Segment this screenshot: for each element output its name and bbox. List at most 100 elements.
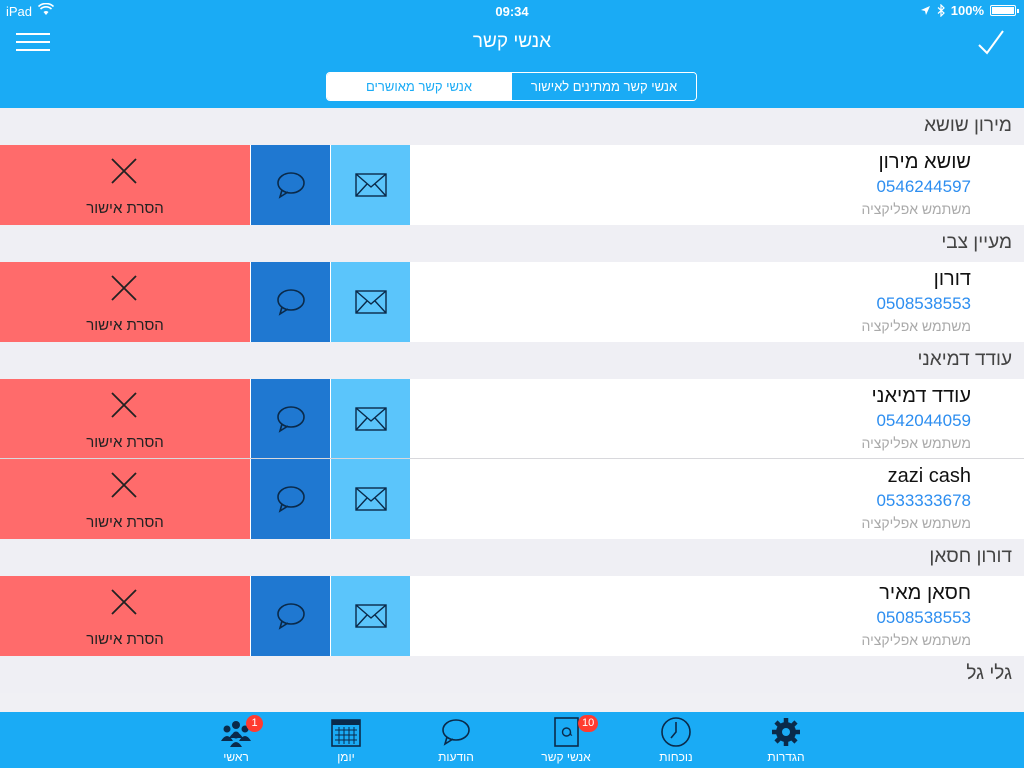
segment-pending-contacts[interactable]: אנשי קשר ממתינים לאישור [511,73,696,100]
nav-bar: אנשי קשר אנשי קשר מאושרים אנשי קשר ממתינ… [0,22,1024,108]
chat-button[interactable] [250,262,330,342]
mail-button[interactable] [330,262,410,342]
tab-main[interactable]: 1 ראשי [196,712,276,768]
remove-approval-label: הסרת אישור [86,317,164,334]
status-time: 09:34 [495,4,529,19]
mail-button[interactable] [330,145,410,225]
envelope-icon [354,173,387,197]
contact-info[interactable]: עודד דמיאני 0542044059 משתמש אפליקציה [410,379,1024,458]
section-header: מירון שושא [0,108,1024,145]
contact-note: משתמש אפליקציה [861,318,971,334]
battery-icon [990,5,1019,16]
device-label: iPad [6,4,33,19]
contact-row: הסרת אישור חסאן מאיר 0508538553 משתמש אפ… [0,576,1024,656]
mail-button[interactable] [330,576,410,656]
envelope-icon [354,406,387,431]
remove-approval-label: הסרת אישור [86,434,164,451]
contact-phone[interactable]: 0546244597 [876,177,971,196]
section-header: דורון חסאן [0,539,1024,576]
chat-bubble-icon [276,405,305,433]
calendar-icon [331,719,361,747]
checkmark-icon[interactable] [976,28,1006,58]
tab-badge: 1 [246,715,263,732]
contact-row: הסרת אישור שושא מירון 0546244597 משתמש א… [0,145,1024,225]
contact-phone[interactable]: 0533333678 [876,491,971,510]
section-header: מעיין צבי [0,225,1024,262]
status-bar: iPad 09:34 100% [0,0,1024,22]
chat-bubble-icon [442,719,470,746]
contact-note: משתמש אפליקציה [861,515,971,531]
people-icon [221,721,251,747]
contact-row: הסרת אישור zazi cash 0533333678 משתמש אפ… [0,459,1024,539]
envelope-icon [354,290,387,314]
contact-info[interactable]: חסאן מאיר 0508538553 משתמש אפליקציה [410,576,1024,656]
contacts-book-icon [554,717,579,747]
remove-approval-label: הסרת אישור [86,200,164,217]
tab-label: הודעות [438,750,474,764]
contact-name: עודד דמיאני [871,385,971,407]
contact-name: דורון [933,268,971,290]
tab-settings[interactable]: הגדרות [746,712,826,768]
tab-label: הגדרות [767,750,805,764]
contact-phone[interactable]: 0508538553 [876,608,971,627]
remove-approval-button[interactable]: הסרת אישור [0,576,250,656]
tab-contacts[interactable]: 10 אנשי קשר [526,712,606,768]
menu-icon[interactable] [16,32,50,52]
chat-button[interactable] [250,379,330,458]
chat-button[interactable] [250,576,330,656]
contact-name: חסאן מאיר [879,582,971,604]
contact-name: שושא מירון [878,151,971,173]
tab-label: אנשי קשר [541,750,591,764]
contact-note: משתמש אפליקציה [861,201,971,217]
chat-bubble-icon [276,172,305,199]
tab-messages[interactable]: הודעות [416,712,496,768]
chat-bubble-icon [276,486,305,513]
tab-label: יומן [337,750,355,764]
mail-button[interactable] [330,379,410,458]
clock-icon [661,717,691,747]
contact-note: משתמש אפליקציה [861,435,971,451]
status-right: 100% [920,3,1019,18]
chat-button[interactable] [250,145,330,225]
contact-phone[interactable]: 0508538553 [876,294,971,313]
segmented-control: אנשי קשר מאושרים אנשי קשר ממתינים לאישור [326,72,697,101]
chat-bubble-icon [276,289,305,316]
tab-attendance[interactable]: נוכחות [636,712,716,768]
gear-icon [772,718,800,746]
contact-note: משתמש אפליקציה [861,632,971,648]
tab-calendar[interactable]: יומן [306,712,386,768]
remove-approval-button[interactable]: הסרת אישור [0,459,250,539]
contact-phone[interactable]: 0542044059 [876,411,971,430]
mail-button[interactable] [330,459,410,539]
close-icon [111,392,137,418]
section-header: עודד דמיאני [0,342,1024,379]
tab-label: נוכחות [659,750,693,764]
wifi-icon [37,2,55,20]
contact-info[interactable]: zazi cash 0533333678 משתמש אפליקציה [410,459,1024,539]
envelope-icon [354,604,387,628]
close-icon [111,158,137,184]
page-title: אנשי קשר [472,31,552,52]
contacts-list: מירון שושא הסרת אישור שושא מירון 0546244… [0,108,1024,712]
contact-info[interactable]: שושא מירון 0546244597 משתמש אפליקציה [410,145,1024,225]
remove-approval-button[interactable]: הסרת אישור [0,145,250,225]
close-icon [111,275,137,301]
tab-bar: 1 ראשי יומן הודעות 10 אנשי קשר נוכחות [0,712,1024,768]
close-icon [111,589,137,615]
bluetooth-icon [937,4,945,17]
remove-approval-button[interactable]: הסרת אישור [0,379,250,458]
battery-percent: 100% [950,3,984,18]
remove-approval-button[interactable]: הסרת אישור [0,262,250,342]
tab-label: ראשי [223,750,249,764]
section-header: גלי גל [0,656,1024,693]
chat-bubble-icon [276,603,305,630]
contact-row: הסרת אישור עודד דמיאני 0542044059 משתמש … [0,379,1024,459]
contact-info[interactable]: דורון 0508538553 משתמש אפליקציה [410,262,1024,342]
remove-approval-label: הסרת אישור [86,514,164,531]
contact-name: zazi cash [887,465,971,487]
chat-button[interactable] [250,459,330,539]
segment-approved-contacts[interactable]: אנשי קשר מאושרים [327,73,511,100]
envelope-icon [354,487,387,511]
close-icon [111,472,137,498]
remove-approval-label: הסרת אישור [86,631,164,648]
